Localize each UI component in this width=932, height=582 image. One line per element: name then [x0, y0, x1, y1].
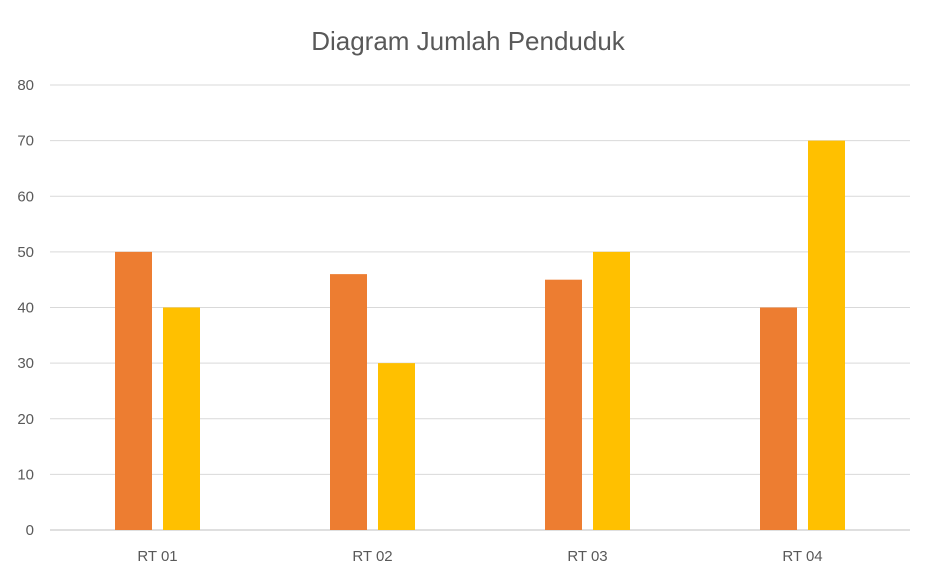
bar-series-1-rt-02 — [330, 274, 367, 530]
x-axis-ticks: RT 01 RT 02 RT 03 RT 04 — [137, 548, 822, 565]
y-tick-label: 40 — [17, 300, 34, 317]
bars — [115, 140, 845, 530]
y-tick-label: 20 — [17, 411, 34, 428]
x-tick-label: RT 04 — [782, 548, 822, 565]
bar-series-1-rt-04 — [760, 307, 797, 530]
x-tick-label: RT 03 — [567, 548, 607, 565]
y-tick-label: 10 — [17, 466, 34, 483]
bar-series-2-rt-04 — [808, 140, 845, 530]
y-tick-label: 50 — [17, 244, 34, 261]
x-tick-label: RT 01 — [137, 548, 177, 565]
chart-title: Diagram Jumlah Penduduk — [311, 26, 626, 56]
bar-series-2-rt-03 — [593, 251, 630, 530]
bar-series-2-rt-02 — [378, 363, 415, 530]
x-tick-label: RT 02 — [352, 548, 392, 565]
bar-series-2-rt-01 — [163, 307, 200, 530]
y-tick-label: 0 — [26, 522, 34, 539]
bar-series-1-rt-03 — [545, 279, 582, 530]
y-tick-label: 30 — [17, 355, 34, 372]
y-tick-label: 80 — [17, 77, 34, 94]
y-tick-label: 60 — [17, 188, 34, 205]
y-axis-ticks: 0 10 20 30 40 50 60 70 80 — [17, 77, 34, 539]
y-tick-label: 70 — [17, 133, 34, 150]
bar-series-1-rt-01 — [115, 251, 152, 530]
